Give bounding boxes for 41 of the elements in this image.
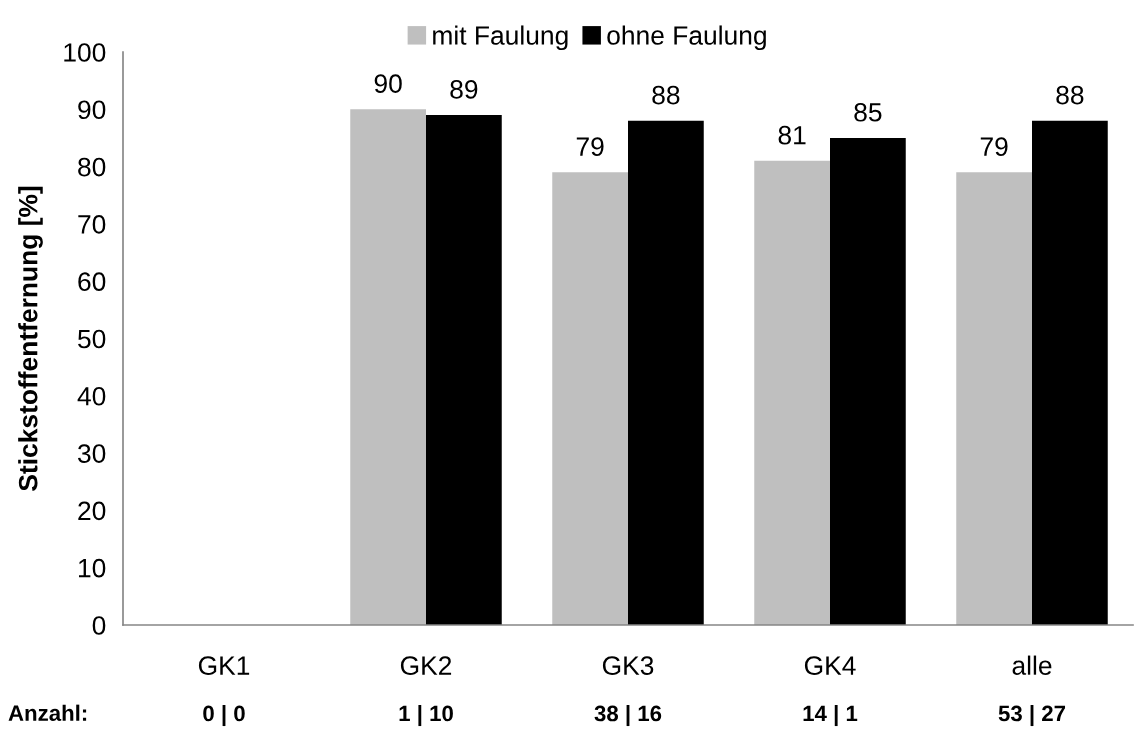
text: 14 | 1 (803, 705, 858, 727)
text: 38 | 16 (594, 705, 662, 727)
bar (830, 137, 906, 625)
text: 0 | 0 (203, 705, 245, 727)
data-label: 81 (778, 125, 806, 145)
legend-label: mit Faulung (433, 25, 568, 51)
data-label: 79 (980, 137, 1008, 156)
x-tick-label: alle (1012, 655, 1052, 675)
y-tick-label: 0 (92, 616, 106, 635)
bar (628, 120, 704, 625)
y-tick-label: 20 (78, 501, 106, 521)
bar (1032, 120, 1108, 625)
bar (552, 172, 628, 625)
y-tick-label: 30 (77, 444, 106, 463)
y-tick-label: 10 (79, 558, 106, 578)
y-tick-label: 80 (78, 157, 106, 177)
data-label: 89 (450, 80, 478, 99)
x-tick-label: GK3 (602, 656, 654, 675)
text: 1 | 10 (399, 705, 453, 727)
y-axis-title: Stickstoffentfernung [%] (18, 186, 43, 491)
data-label: 79 (576, 137, 604, 156)
legend-label: ohne Faulung (607, 25, 766, 51)
x-tick-label: GK4 (804, 656, 856, 675)
y-tick-label: 60 (78, 272, 106, 292)
text: Anzahl: (8, 704, 87, 721)
text: 53 | 27 (998, 705, 1066, 727)
y-tick-label: 90 (78, 100, 106, 120)
data-label: 85 (854, 102, 882, 122)
bar (754, 160, 830, 625)
y-tick-label: 100 (64, 43, 106, 62)
bar (956, 172, 1032, 625)
data-label: 88 (652, 85, 680, 105)
data-label: 90 (374, 74, 402, 93)
data-label: 88 (1056, 85, 1084, 105)
y-tick-label: 70 (78, 215, 106, 234)
y-tick-label: 40 (77, 386, 106, 406)
bar (426, 115, 502, 625)
bar (350, 109, 426, 625)
y-tick-label: 50 (78, 329, 106, 349)
x-tick-label: GK2 (400, 656, 452, 675)
x-tick-label: GK1 (198, 656, 250, 675)
